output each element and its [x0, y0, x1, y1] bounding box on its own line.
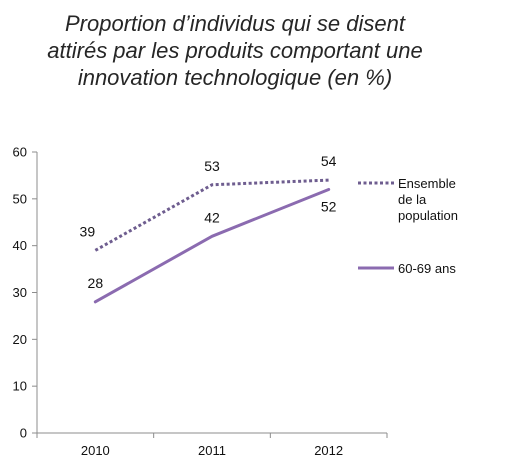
series-line-1 [93, 187, 331, 304]
chart-series [93, 178, 331, 304]
chart-title-line-3: innovation technologique (en %) [77, 65, 393, 90]
chart-title: Proportion d’individus qui se disent att… [20, 10, 450, 91]
data-label: 42 [204, 209, 220, 225]
y-tick-label: 50 [13, 191, 27, 206]
x-tick-label: 2010 [81, 443, 110, 458]
data-label: 28 [88, 275, 104, 291]
data-label: 52 [321, 198, 337, 214]
chart-title-line-1: Proportion d’individus qui se disent [65, 11, 405, 36]
y-tick-label: 40 [13, 238, 27, 253]
y-tick-label: 60 [13, 145, 27, 160]
data-label: 54 [321, 153, 337, 169]
legend-label: 60-69 ans [398, 261, 456, 276]
x-tick-label: 2011 [198, 443, 226, 458]
y-tick-label: 0 [20, 426, 27, 441]
data-label: 53 [204, 158, 220, 174]
series-line-0 [94, 178, 329, 252]
y-tick-label: 10 [13, 379, 27, 394]
legend-label: population [398, 208, 458, 223]
chart-title-line-2: attirés par les produits comportant une [47, 38, 423, 63]
x-tick-label: 2012 [314, 443, 343, 458]
legend-label: Ensemble [398, 176, 456, 191]
chart-data-labels: 39 53 54 28 42 52 [80, 153, 337, 291]
chart-axes: 0 10 20 30 40 50 60 2010 2011 2012 [13, 145, 388, 458]
y-tick-label: 20 [13, 332, 27, 347]
y-tick-label: 30 [13, 285, 27, 300]
data-label: 39 [80, 223, 96, 239]
legend-label: de la [398, 192, 427, 207]
